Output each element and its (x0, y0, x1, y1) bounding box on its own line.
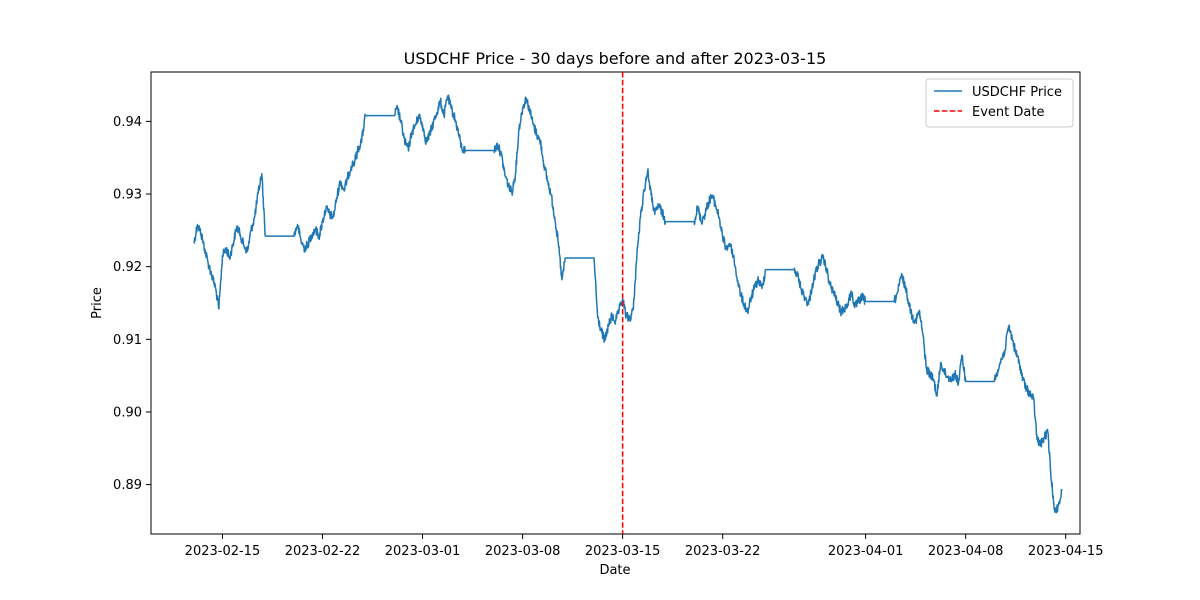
x-tick-label: 2023-03-08 (485, 544, 561, 559)
x-tick-label: 2023-04-01 (828, 544, 904, 559)
y-tick-label: 0.90 (113, 405, 142, 420)
x-tick-label: 2023-04-15 (1028, 544, 1104, 559)
series-layer (193, 72, 1063, 534)
y-tick-label: 0.93 (113, 188, 142, 203)
legend: USDCHF Price Event Date (925, 78, 1074, 128)
legend-label-event: Event Date (972, 105, 1044, 120)
legend-box (925, 78, 1074, 128)
x-tick-label: 2023-03-22 (685, 544, 761, 559)
x-tick-label: 2023-03-15 (585, 544, 661, 559)
x-tick-label: 2023-03-01 (385, 544, 461, 559)
plot-frame (150, 71, 1081, 535)
y-axis: 0.89 0.90 0.91 0.92 0.93 0.94 (113, 115, 151, 493)
y-tick-label: 0.92 (113, 260, 142, 275)
y-tick-label: 0.91 (113, 333, 142, 348)
x-axis-title: Date (599, 563, 630, 578)
plot-area (150, 71, 1081, 535)
y-tick-label: 0.89 (113, 478, 142, 493)
series-line-price (193, 94, 1063, 514)
legend-label-price: USDCHF Price (972, 85, 1062, 100)
x-tick-label: 2023-04-08 (928, 544, 1004, 559)
x-tick-label: 2023-02-22 (285, 544, 361, 559)
y-axis-title: Price (90, 287, 105, 319)
x-axis: 2023-02-15 2023-02-22 2023-03-01 2023-03-08… (185, 534, 1104, 559)
y-tick-label: 0.94 (113, 115, 142, 130)
x-tick-label: 2023-02-15 (185, 544, 261, 559)
chart-title: USDCHF Price - 30 days before and after … (404, 49, 827, 68)
